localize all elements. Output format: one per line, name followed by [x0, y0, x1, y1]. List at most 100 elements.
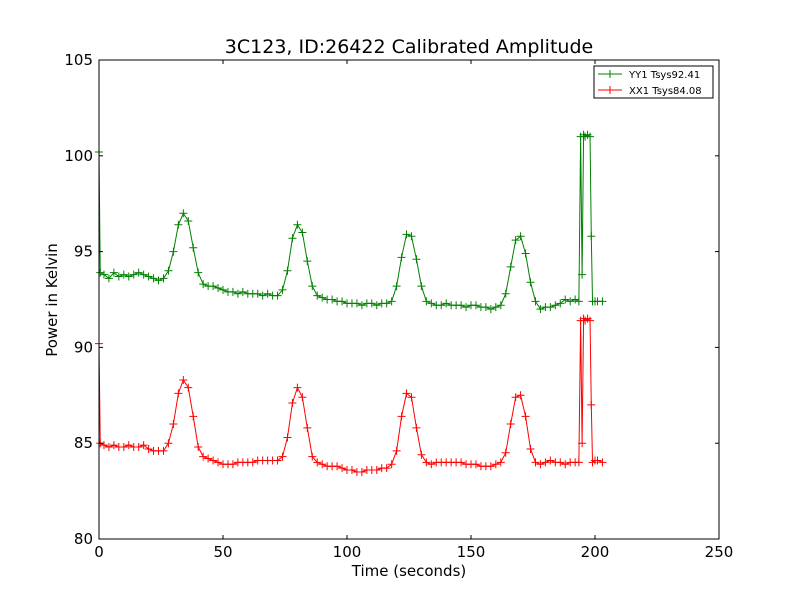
data-point-yy1 [209, 282, 218, 291]
data-point-yy1 [491, 303, 500, 312]
data-point-xx1 [587, 400, 596, 409]
data-point-xx1 [417, 450, 426, 459]
data-point-yy1 [516, 232, 525, 241]
data-point-yy1 [437, 301, 446, 310]
data-point-xx1 [248, 458, 257, 467]
data-point-xx1 [402, 389, 411, 398]
x-tick-label: 100 [333, 543, 362, 561]
data-point-yy1 [382, 299, 391, 308]
data-point-xx1 [526, 444, 535, 453]
data-point-xx1 [561, 460, 570, 469]
data-point-xx1 [586, 316, 595, 325]
data-point-xx1 [333, 462, 342, 471]
data-point-xx1 [228, 460, 237, 469]
data-point-yy1 [318, 293, 327, 302]
series-layer [95, 130, 607, 476]
data-point-xx1 [372, 466, 381, 475]
data-point-yy1 [506, 262, 515, 271]
data-point-yy1 [139, 270, 148, 279]
data-point-xx1 [531, 458, 540, 467]
data-point-yy1 [471, 301, 480, 310]
data-point-xx1 [109, 441, 118, 450]
x-tick-label: 250 [705, 543, 734, 561]
data-point-yy1 [164, 266, 173, 275]
y-tick-label: 100 [64, 147, 93, 165]
legend-entry-xx1: XX1 Tsys84.08 [598, 86, 702, 97]
data-point-yy1 [338, 297, 347, 306]
data-point-xx1 [422, 458, 431, 467]
data-point-yy1 [303, 257, 312, 266]
data-point-xx1 [318, 460, 327, 469]
data-point-xx1 [209, 456, 218, 465]
data-point-yy1 [119, 270, 128, 279]
data-point-yy1 [228, 287, 237, 296]
legend-marker-yy1 [606, 70, 614, 78]
data-point-yy1 [253, 289, 262, 298]
data-point-xx1 [541, 458, 550, 467]
data-point-yy1 [546, 303, 555, 312]
data-point-xx1 [546, 456, 555, 465]
data-point-yy1 [174, 220, 183, 229]
legend-marker-xx1 [606, 86, 614, 94]
legend: YY1 Tsys92.41 XX1 Tsys84.08 [593, 65, 714, 99]
data-point-yy1 [154, 276, 163, 285]
data-point-yy1 [462, 303, 471, 312]
data-point-yy1 [566, 297, 575, 306]
data-point-xx1 [159, 446, 168, 455]
data-point-yy1 [179, 209, 188, 218]
data-point-xx1 [516, 391, 525, 400]
data-point-yy1 [367, 299, 376, 308]
data-point-xx1 [124, 441, 133, 450]
data-point-yy1 [109, 268, 118, 277]
data-point-xx1 [427, 460, 436, 469]
data-point-xx1 [139, 441, 148, 450]
data-point-xx1 [357, 467, 366, 476]
data-point-yy1 [298, 228, 307, 237]
data-point-xx1 [578, 439, 587, 448]
data-point-yy1 [392, 282, 401, 291]
data-point-yy1 [149, 274, 158, 283]
data-point-xx1 [184, 383, 193, 392]
data-point-yy1 [184, 216, 193, 225]
data-point-yy1 [427, 299, 436, 308]
data-point-yy1 [159, 274, 168, 283]
data-point-yy1 [457, 301, 466, 310]
data-point-yy1 [586, 132, 595, 141]
data-point-yy1 [397, 253, 406, 262]
data-point-xx1 [119, 443, 128, 452]
data-point-yy1 [278, 285, 287, 294]
data-point-yy1 [328, 295, 337, 304]
legend-label-xx1: XX1 Tsys84.08 [629, 86, 702, 97]
data-point-xx1 [199, 452, 208, 461]
data-point-yy1 [129, 270, 138, 279]
data-point-xx1 [214, 458, 223, 467]
data-point-xx1 [491, 460, 500, 469]
data-point-yy1 [551, 301, 560, 310]
x-tick-label: 150 [457, 543, 486, 561]
data-point-yy1 [263, 289, 272, 298]
data-point-yy1 [352, 299, 361, 308]
data-point-xx1 [392, 446, 401, 455]
ticks-layer: 0 50 100 150 200 250 80 85 90 95 100 105 [64, 51, 733, 561]
data-point-yy1 [521, 249, 530, 258]
y-tick-label: 95 [74, 243, 93, 261]
data-point-xx1 [412, 423, 421, 432]
data-point-yy1 [189, 243, 198, 252]
data-point-xx1 [179, 375, 188, 384]
data-point-yy1 [114, 272, 123, 281]
data-point-yy1 [313, 291, 322, 300]
data-point-yy1 [417, 282, 426, 291]
chart-title: 3C123, ID:26422 Calibrated Amplitude [225, 36, 593, 58]
data-point-xx1 [308, 452, 317, 461]
legend-box [593, 65, 714, 99]
data-point-yy1 [496, 301, 505, 310]
data-point-xx1 [387, 460, 396, 469]
data-point-xx1 [99, 441, 108, 450]
data-point-yy1 [169, 247, 178, 256]
data-point-yy1 [283, 266, 292, 275]
data-point-yy1 [372, 301, 381, 310]
data-point-yy1 [293, 220, 302, 229]
data-point-yy1 [194, 268, 203, 277]
legend-label-yy1: YY1 Tsys92.41 [628, 70, 700, 81]
data-point-xx1 [204, 454, 213, 463]
